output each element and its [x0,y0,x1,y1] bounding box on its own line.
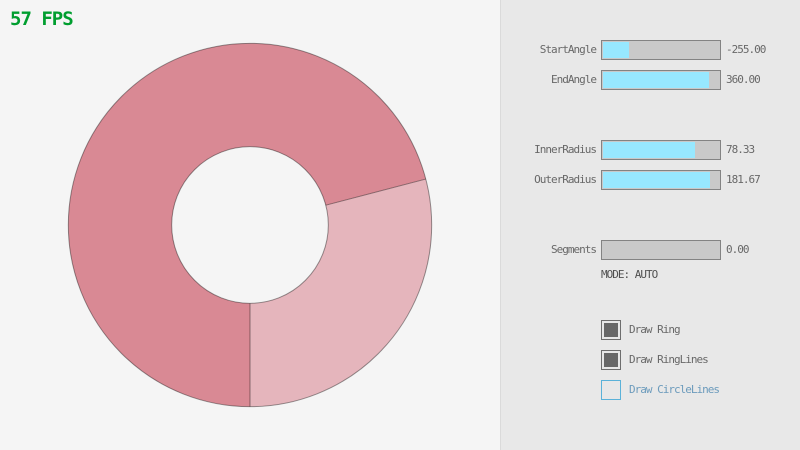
draw-ring-checkbox-label: Draw Ring [629,323,681,336]
slider-label: InnerRadius [534,143,597,156]
checkbox-check-mark [604,353,618,367]
mode-label: MODE: AUTO [601,268,658,281]
endangle-slider[interactable] [601,70,721,90]
ring-sector [250,179,432,407]
draw-ringlines-checkbox-label: Draw RingLines [629,353,709,366]
innerradius-slider[interactable] [601,140,721,160]
slider-fill [603,142,696,158]
draw-circlelines-checkbox-label: Draw CircleLines [629,383,720,396]
draw-ring-checkbox[interactable] [601,320,621,340]
slider-label: StartAngle [539,43,597,56]
ring-outline [171,146,329,304]
slider-value: -255.00 [726,43,766,56]
side-panel: StartAngle -255.00 EndAngle 360.00 Inner… [500,0,800,450]
ring-cap-line [325,178,426,206]
slider-value: 181.67 [726,173,761,186]
slider-fill [603,172,711,188]
slider-label: Segments [551,243,597,256]
ring-outline [67,42,433,408]
slider-value: 78.33 [726,143,755,156]
slider-value: 0.00 [726,243,750,256]
outerradius-slider[interactable] [601,170,721,190]
draw-ringlines-checkbox[interactable] [601,350,621,370]
ring-sector [68,43,426,407]
slider-value: 360.00 [726,73,761,86]
slider-label: OuterRadius [534,173,597,186]
checkbox-check-mark [604,323,618,337]
segments-slider[interactable] [601,240,721,260]
slider-fill [603,72,710,88]
slider-fill [603,42,629,58]
slider-label: EndAngle [551,73,597,86]
draw-circlelines-checkbox[interactable] [601,380,621,400]
startangle-slider[interactable] [601,40,721,60]
fps-counter: 57 FPS [10,8,74,30]
